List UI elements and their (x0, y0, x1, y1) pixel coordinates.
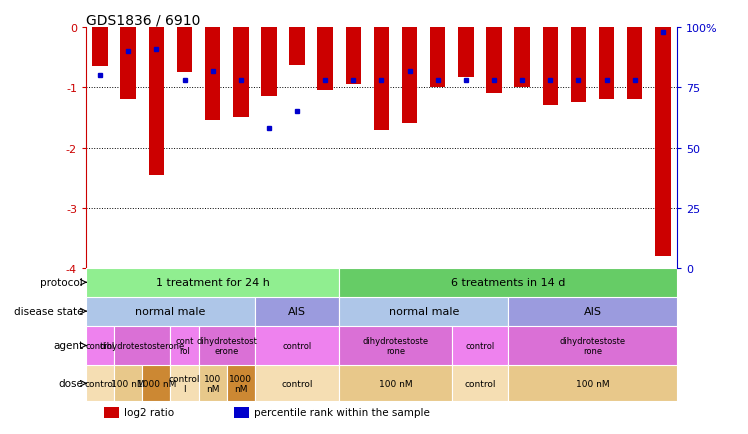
Bar (233, 407, 248, 418)
Text: 1 treatment for 24 h: 1 treatment for 24 h (156, 278, 269, 288)
Text: control: control (283, 341, 312, 350)
Text: control: control (85, 341, 114, 350)
Bar (86, 365, 114, 401)
Bar (317, 28, 333, 91)
Bar (508, 326, 677, 365)
Bar (205, 28, 221, 121)
Text: normal male: normal male (388, 306, 459, 316)
Bar (198, 365, 227, 401)
Bar (508, 297, 677, 326)
Bar (340, 297, 508, 326)
Text: 100 nM: 100 nM (576, 379, 610, 388)
Bar (340, 326, 452, 365)
Text: GDS1836 / 6910: GDS1836 / 6910 (86, 13, 200, 27)
Text: dihydrotestoste
rone: dihydrotestoste rone (560, 336, 625, 355)
Bar (177, 28, 192, 73)
Text: 1000 nM: 1000 nM (137, 379, 176, 388)
Bar (233, 28, 248, 118)
Text: control: control (465, 341, 494, 350)
Bar (599, 28, 614, 100)
Text: dihydrotestost
erone: dihydrotestost erone (196, 336, 257, 355)
Text: control: control (281, 379, 313, 388)
Bar (86, 326, 114, 365)
Bar (104, 407, 118, 418)
Bar (486, 28, 502, 94)
Text: control: control (85, 379, 116, 388)
Bar (627, 28, 643, 100)
Bar (255, 297, 340, 326)
Bar (114, 326, 171, 365)
Bar (452, 365, 508, 401)
Bar (114, 365, 142, 401)
Bar (142, 365, 171, 401)
Text: agent: agent (53, 341, 83, 351)
Bar (508, 365, 677, 401)
Text: dihydrotestosterone: dihydrotestosterone (99, 341, 185, 350)
Text: control: control (465, 379, 496, 388)
Text: 100 nM: 100 nM (111, 379, 145, 388)
Text: 1000
nM: 1000 nM (230, 374, 252, 393)
Bar (402, 28, 417, 124)
Bar (289, 28, 304, 66)
Text: log2 ratio: log2 ratio (124, 407, 174, 417)
Bar (120, 28, 136, 100)
Text: AIS: AIS (288, 306, 306, 316)
Bar (340, 365, 452, 401)
Text: AIS: AIS (583, 306, 601, 316)
Bar (92, 28, 108, 67)
Text: dose: dose (58, 378, 83, 388)
Bar (340, 268, 677, 297)
Text: percentile rank within the sample: percentile rank within the sample (254, 407, 430, 417)
Bar (261, 28, 277, 97)
Bar (255, 365, 340, 401)
Bar (171, 326, 198, 365)
Bar (515, 28, 530, 88)
Bar (227, 365, 255, 401)
Text: control
l: control l (169, 374, 200, 393)
Bar (198, 326, 255, 365)
Bar (571, 28, 586, 103)
Text: 100 nM: 100 nM (378, 379, 412, 388)
Bar (346, 28, 361, 85)
Bar (452, 326, 508, 365)
Bar (655, 28, 671, 256)
Bar (374, 28, 389, 130)
Bar (430, 28, 446, 88)
Bar (171, 365, 198, 401)
Text: normal male: normal male (135, 306, 206, 316)
Text: protocol: protocol (40, 278, 83, 288)
Bar (542, 28, 558, 106)
Bar (459, 28, 473, 77)
Bar (86, 297, 255, 326)
Text: 100
nM: 100 nM (204, 374, 221, 393)
Bar (149, 28, 164, 175)
Bar (86, 268, 340, 297)
Text: dihydrotestoste
rone: dihydrotestoste rone (363, 336, 429, 355)
Bar (255, 326, 340, 365)
Text: 6 treatments in 14 d: 6 treatments in 14 d (451, 278, 565, 288)
Text: disease state: disease state (13, 306, 83, 316)
Text: cont
rol: cont rol (175, 336, 194, 355)
